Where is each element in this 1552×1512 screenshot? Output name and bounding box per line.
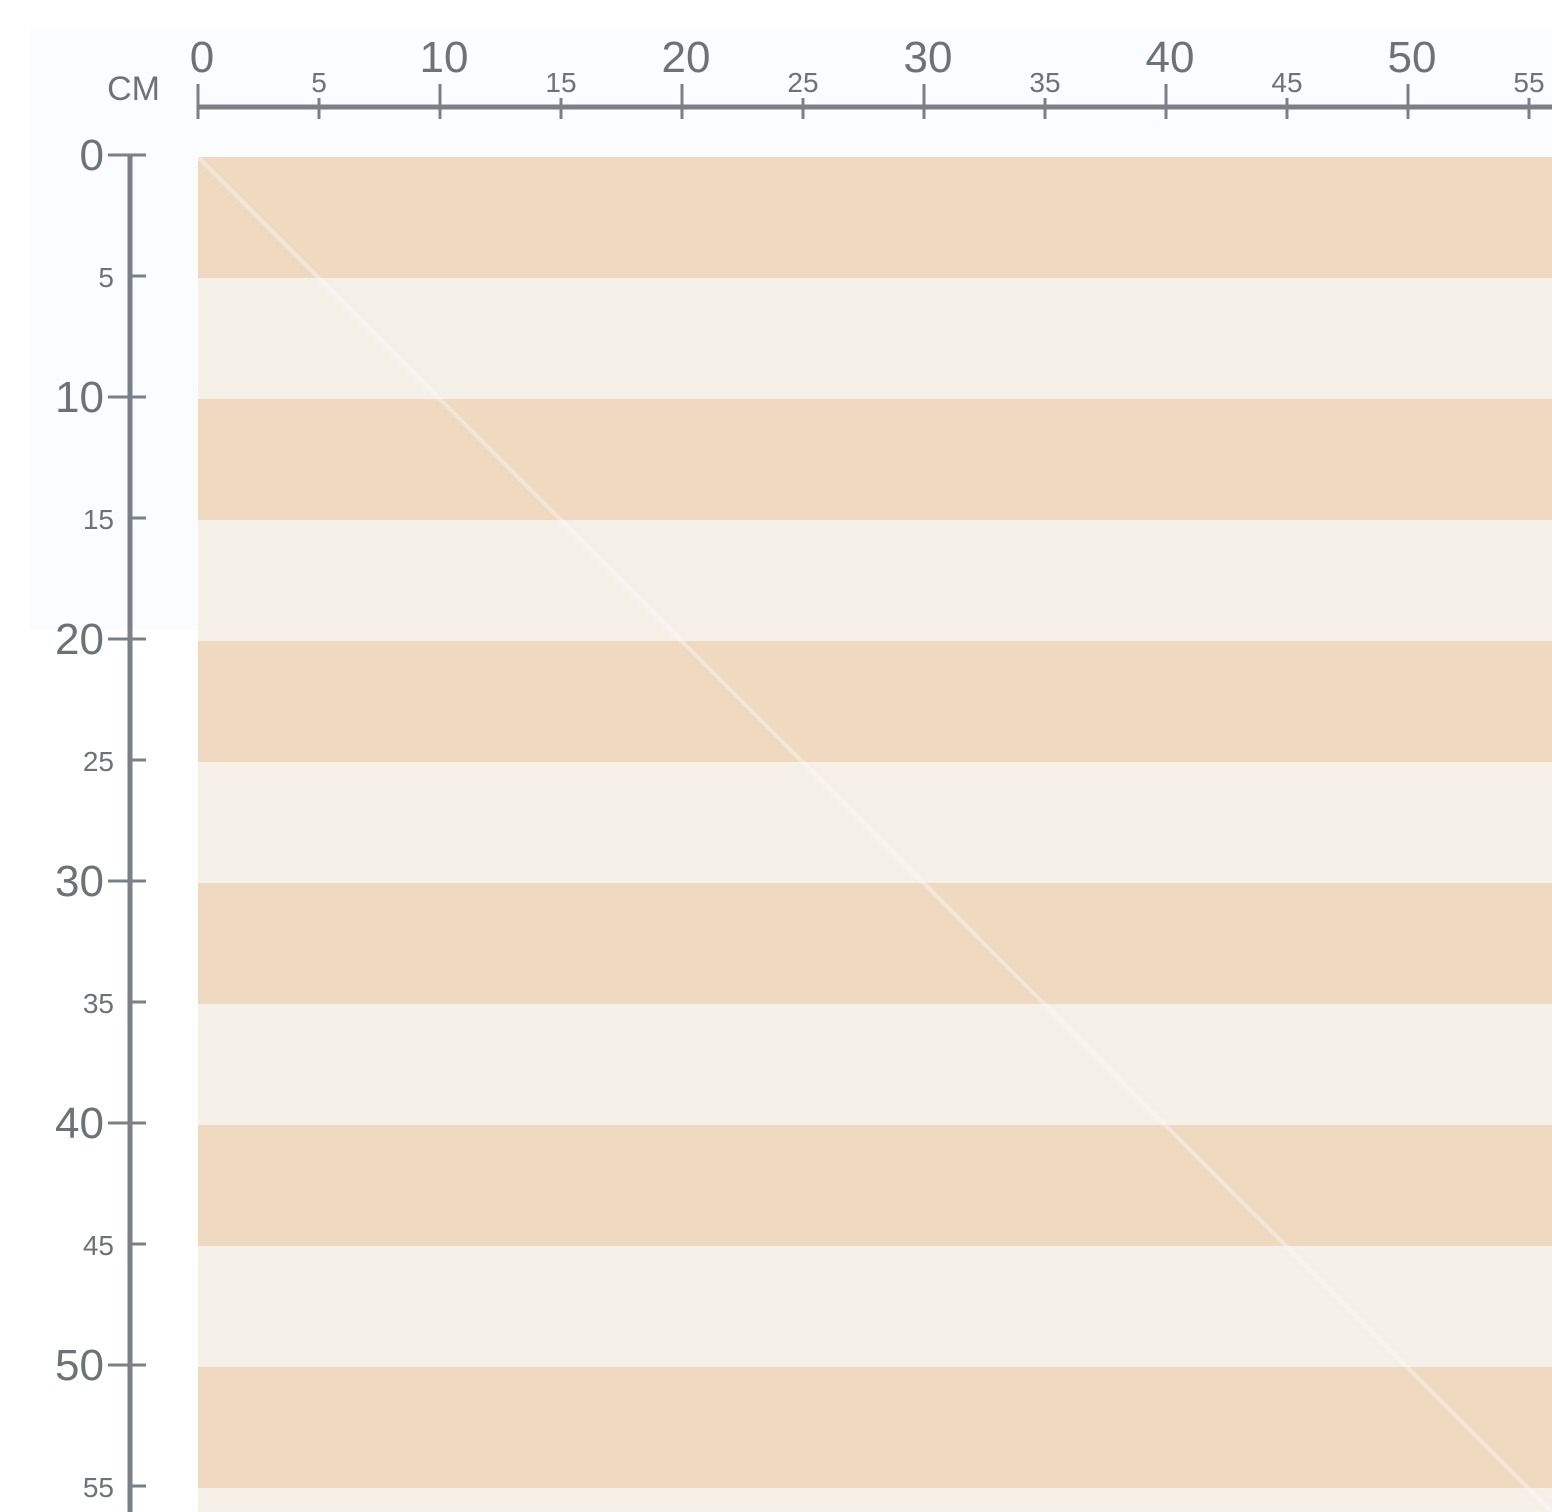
top-ruler-label: 45 [1271, 67, 1302, 98]
fabric-stripe [198, 278, 1552, 399]
fabric-stripe [198, 883, 1552, 1004]
unit-label: CM [107, 70, 160, 108]
left-ruler-label: 45 [83, 1230, 114, 1261]
rulers: 0 5 10 15 20 25 30 35 40 45 50 55 0 5 10 15 20 25 30 35 40 45… [55, 33, 1545, 1503]
top-ruler-label: 55 [1513, 67, 1544, 98]
top-ruler-label: 25 [787, 67, 818, 98]
top-ruler-label: 20 [662, 33, 711, 82]
left-ruler-label: 15 [83, 504, 114, 535]
top-ruler-label: 10 [420, 33, 469, 82]
fabric-stripe [198, 1246, 1552, 1367]
left-ruler-label: 10 [55, 373, 104, 422]
fabric-stripe [198, 762, 1552, 883]
fabric-stripe [198, 399, 1552, 520]
top-ruler-label: 5 [311, 67, 327, 98]
fabric-stripe [198, 1488, 1552, 1512]
fabric-stripe [198, 641, 1552, 762]
fabric-stripe [198, 520, 1552, 641]
left-ruler-label: 0 [80, 131, 104, 180]
fabric-stripe [198, 1004, 1552, 1125]
top-ruler-label: 0 [190, 33, 214, 82]
left-ruler-label: 40 [55, 1099, 104, 1148]
top-ruler-label: 15 [545, 67, 576, 98]
left-ruler-label: 25 [83, 746, 114, 777]
left-ruler-label: 5 [98, 262, 114, 293]
top-ruler-label: 35 [1029, 67, 1060, 98]
fabric-stripe [198, 157, 1552, 278]
top-ruler-label: 30 [904, 33, 953, 82]
left-ruler-label: 20 [55, 615, 104, 664]
top-ruler-label: 40 [1146, 33, 1195, 82]
fabric-stripe [198, 1125, 1552, 1246]
fabric [198, 157, 1552, 1512]
left-ruler-label: 30 [55, 857, 104, 906]
left-ruler-label: 50 [55, 1341, 104, 1390]
top-ruler-label: 50 [1388, 33, 1437, 82]
left-ruler-label: 35 [83, 988, 114, 1019]
fabric-stripe [198, 1367, 1552, 1488]
fabric-sheen [196, 155, 1552, 1512]
left-ruler-label: 55 [83, 1472, 114, 1503]
